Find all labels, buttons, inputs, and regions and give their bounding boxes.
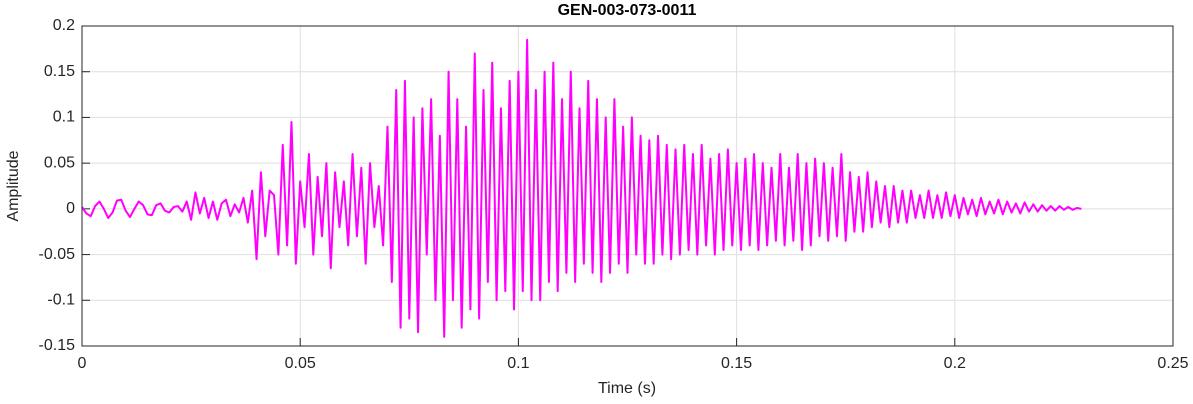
- y-tick-label: 0: [66, 200, 75, 217]
- y-tick-label: 0.05: [44, 154, 75, 171]
- y-tick-label: 0.1: [53, 109, 75, 126]
- y-tick-label: 0.15: [44, 63, 75, 80]
- y-tick-label: -0.05: [39, 246, 76, 263]
- x-tick-label: 0: [78, 355, 87, 372]
- y-tick-label: -0.1: [47, 292, 75, 309]
- x-tick-label: 0.2: [944, 355, 966, 372]
- y-tick-label: 0.2: [53, 17, 75, 34]
- y-tick-label: -0.15: [39, 337, 76, 354]
- x-tick-label: 0.25: [1157, 355, 1188, 372]
- chart-title: GEN-003-073-0011: [558, 2, 697, 19]
- axes-box: [81, 25, 1174, 347]
- plot-area: [82, 26, 1173, 346]
- x-tick-label: 0.15: [721, 355, 752, 372]
- y-axis-label: Amplitude: [5, 150, 22, 221]
- x-axis-label: Time (s): [598, 380, 656, 397]
- x-tick-label: 0.05: [285, 355, 316, 372]
- waveform-line: [81, 38, 1082, 338]
- x-tick-label: 0.1: [507, 355, 529, 372]
